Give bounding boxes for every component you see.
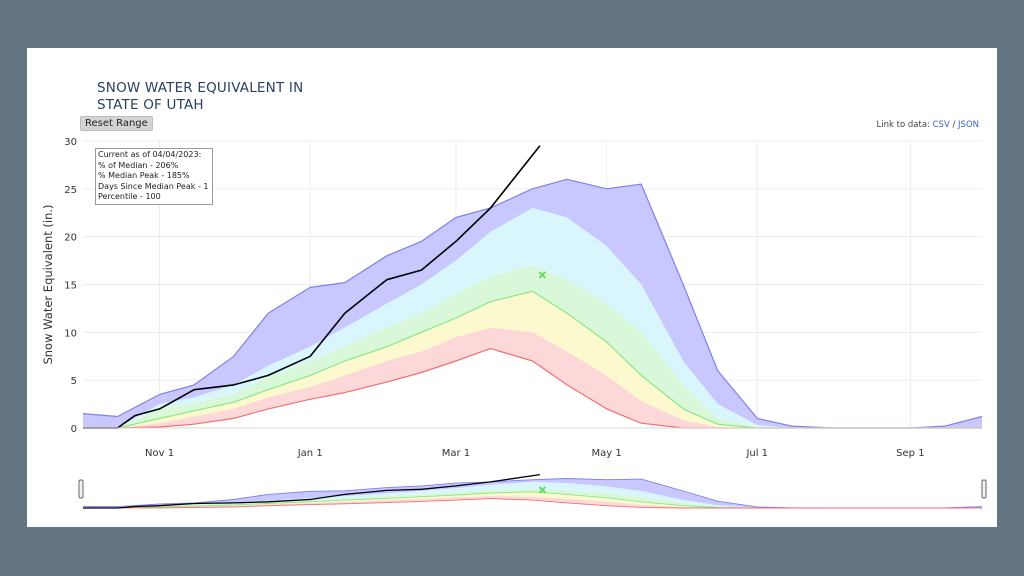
slider-mid-band [83,491,982,508]
slider-min-line [83,498,982,509]
y-tick-label: 5 [71,376,77,387]
min-fill [83,348,982,428]
slider-lower-band [83,496,982,508]
range-slider-right-handle[interactable] [981,479,987,499]
median-peak-marker [538,271,547,279]
lower-band [83,327,982,428]
chart-card: SNOW WATER EQUIVALENT IN STATE OF UTAH R… [27,48,997,527]
swe-chart[interactable]: 0 5 10 15 20 25 30 Nov 1 Jan 1 Mar 1 May 1 Jul 1 Sep… [27,48,997,527]
json-link[interactable]: JSON [958,120,979,130]
y-axis-label: Snow Water Equivalent (in.) [41,204,55,364]
links-label: Link to data: [876,120,930,130]
links-separator: / [952,120,956,130]
csv-link[interactable]: CSV [932,120,950,130]
y-tick-label: 25 [64,185,77,196]
title-line-1: SNOW WATER EQUIVALENT IN [97,80,304,96]
info-percent-median-peak: % Median Peak - 185% [98,171,190,181]
range-slider-left-handle[interactable] [78,479,84,499]
upper-mid-band [83,265,982,428]
info-percent-median: % of Median - 206% [98,160,179,170]
upper-band [83,208,982,428]
info-box: Current as of 04/04/2023: % of Median - … [95,148,213,205]
reset-range-button[interactable]: Reset Range [80,116,153,131]
y-tick-label: 0 [71,424,77,435]
slider-median-peak-marker [538,486,547,494]
current-year-line [83,145,541,429]
data-links: Link to data: CSV / JSON [877,120,979,130]
mid-band [83,291,982,428]
info-current-date: Current as of 04/04/2023: [98,150,202,159]
x-tick-label: Sep 1 [896,448,924,459]
slider-min-fill [83,498,982,508]
y-tick-label: 15 [64,281,77,292]
info-days-since-peak: Days Since Median Peak - 1 [98,181,209,191]
x-tick-label: Mar 1 [442,448,470,459]
y-tick-label: 10 [64,328,77,339]
slider-current-year-line [83,473,540,509]
x-tick-label: Jan 1 [297,448,323,459]
slider-upper-mid-band [83,488,982,508]
title-line-2: STATE OF UTAH [97,97,204,113]
x-tick-label: May 1 [591,448,621,459]
chart-title: SNOW WATER EQUIVALENT IN STATE OF UTAH [97,80,303,114]
y-tick-label: 20 [64,233,77,244]
x-tick-label: Nov 1 [145,448,174,459]
y-tick-label: 30 [64,137,77,148]
x-tick-label: Jul 1 [745,448,768,459]
info-percentile: Percentile - 100 [98,192,161,202]
